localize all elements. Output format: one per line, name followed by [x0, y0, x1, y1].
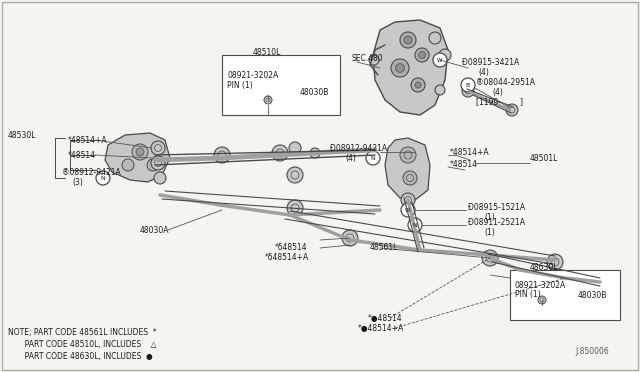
Text: 48510L: 48510L	[253, 48, 282, 57]
Polygon shape	[373, 20, 448, 115]
Circle shape	[147, 159, 159, 171]
Text: 48501L: 48501L	[530, 154, 558, 163]
Polygon shape	[105, 133, 170, 182]
Text: SEC.480: SEC.480	[352, 54, 383, 62]
Circle shape	[433, 53, 447, 67]
Bar	[222, 55, 340, 115]
Circle shape	[506, 104, 518, 116]
Circle shape	[439, 49, 451, 61]
Circle shape	[366, 151, 380, 165]
Text: 48030B: 48030B	[578, 291, 607, 299]
Text: *δ48514: *δ48514	[275, 244, 308, 253]
Text: Ð08915-1521A: Ð08915-1521A	[468, 202, 525, 212]
Bar	[510, 270, 620, 320]
Circle shape	[419, 51, 426, 58]
Circle shape	[391, 59, 409, 77]
Text: 48561L: 48561L	[370, 244, 398, 253]
Polygon shape	[385, 138, 430, 200]
Text: *48514: *48514	[450, 160, 478, 169]
Circle shape	[547, 254, 563, 270]
Text: 48530L: 48530L	[8, 131, 36, 140]
Text: (1): (1)	[484, 212, 495, 221]
Text: (4): (4)	[478, 67, 489, 77]
Circle shape	[151, 156, 165, 170]
Circle shape	[287, 167, 303, 183]
Text: PART CODE 48510L, INCLUDES    △: PART CODE 48510L, INCLUDES △	[8, 340, 157, 349]
Circle shape	[264, 96, 272, 104]
Text: 48030A: 48030A	[140, 225, 170, 234]
Circle shape	[558, 271, 572, 285]
Text: *●48514: *●48514	[368, 314, 403, 323]
Text: 08921-3202A: 08921-3202A	[515, 280, 566, 289]
Circle shape	[136, 148, 144, 156]
Text: *●48514+A: *●48514+A	[358, 324, 404, 333]
Circle shape	[401, 203, 415, 217]
Circle shape	[415, 82, 421, 88]
Text: (3): (3)	[72, 177, 83, 186]
Text: (4): (4)	[492, 87, 503, 96]
Text: PIN (1): PIN (1)	[515, 291, 541, 299]
Circle shape	[461, 78, 475, 92]
Text: N: N	[413, 222, 417, 228]
Text: PART CODE 48630L, INCLUDES  ●: PART CODE 48630L, INCLUDES ●	[8, 352, 152, 360]
Text: W: W	[405, 208, 411, 212]
Text: N: N	[100, 176, 106, 180]
Text: [1199-        ]: [1199- ]	[476, 97, 523, 106]
Text: (4): (4)	[345, 154, 356, 163]
Circle shape	[429, 32, 441, 44]
Circle shape	[342, 230, 358, 246]
Circle shape	[401, 193, 415, 207]
Text: Ð08912-9421A: Ð08912-9421A	[330, 144, 387, 153]
Circle shape	[411, 78, 425, 92]
Circle shape	[408, 218, 422, 232]
Text: ®08912-9421A: ®08912-9421A	[62, 167, 121, 176]
Circle shape	[400, 32, 416, 48]
Circle shape	[462, 85, 474, 97]
Text: PIN (1): PIN (1)	[227, 80, 253, 90]
Text: *48514+A: *48514+A	[68, 135, 108, 144]
Circle shape	[400, 147, 416, 163]
Text: *48514: *48514	[68, 151, 96, 160]
Circle shape	[430, 33, 440, 43]
Circle shape	[132, 144, 148, 160]
Text: 08921-3202A: 08921-3202A	[227, 71, 278, 80]
Circle shape	[415, 48, 429, 62]
Text: 48630L: 48630L	[530, 263, 559, 273]
Circle shape	[482, 250, 498, 266]
Text: W: W	[437, 58, 443, 62]
Circle shape	[287, 200, 303, 216]
Text: *δ48514+A: *δ48514+A	[265, 253, 309, 263]
Text: N: N	[371, 155, 376, 160]
Text: (1): (1)	[484, 228, 495, 237]
Circle shape	[310, 148, 320, 158]
Text: Ð08911-2521A: Ð08911-2521A	[468, 218, 525, 227]
Circle shape	[151, 141, 165, 155]
Circle shape	[122, 159, 134, 171]
Circle shape	[154, 172, 166, 184]
Circle shape	[96, 171, 110, 185]
Circle shape	[396, 64, 404, 73]
Circle shape	[272, 145, 288, 161]
Circle shape	[403, 171, 417, 185]
Circle shape	[593, 276, 607, 290]
Text: NOTE; PART CODE 48561L INCLUDES  *: NOTE; PART CODE 48561L INCLUDES *	[8, 327, 157, 337]
Circle shape	[538, 296, 546, 304]
Circle shape	[289, 142, 301, 154]
Text: B: B	[466, 83, 470, 87]
Circle shape	[435, 85, 445, 95]
Circle shape	[369, 55, 379, 65]
Text: 48030B: 48030B	[300, 87, 330, 96]
Text: Ð08915-3421A: Ð08915-3421A	[462, 58, 519, 67]
Text: ®08044-2951A: ®08044-2951A	[476, 77, 535, 87]
Circle shape	[214, 147, 230, 163]
Text: J.850006: J.850006	[575, 347, 609, 356]
Text: *48514+A: *48514+A	[450, 148, 490, 157]
Circle shape	[404, 36, 412, 44]
